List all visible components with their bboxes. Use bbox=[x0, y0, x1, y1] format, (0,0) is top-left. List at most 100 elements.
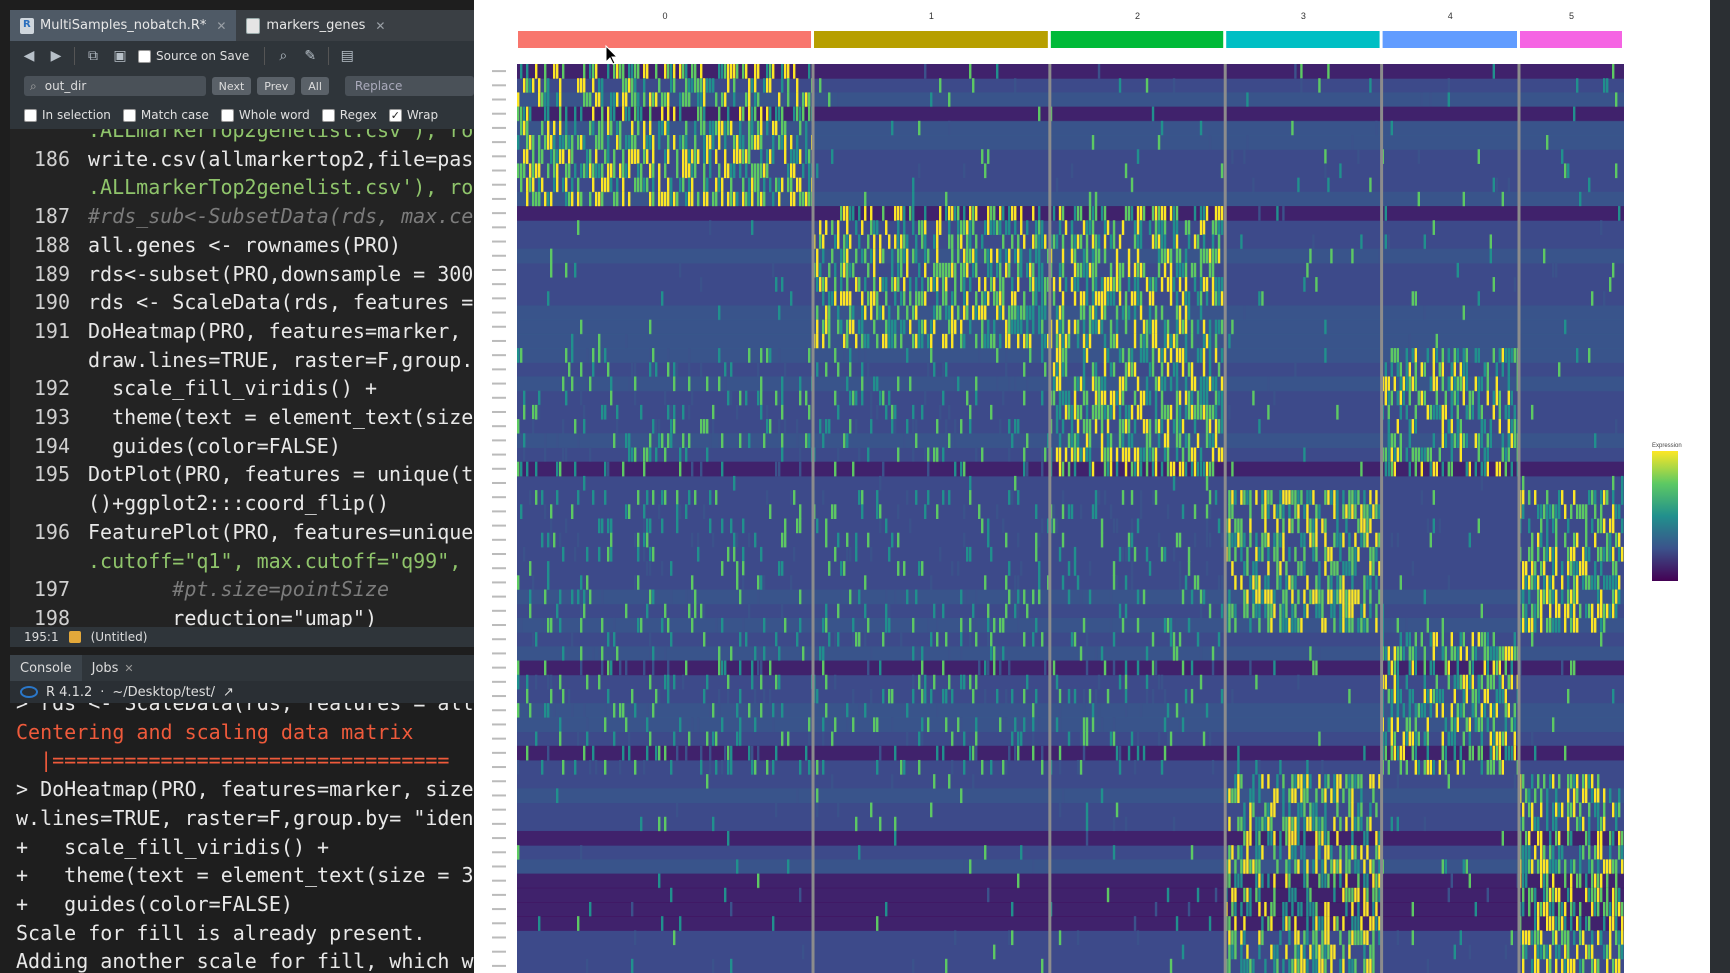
heatmap-cell bbox=[1605, 546, 1609, 562]
code-line[interactable]: all.genes <- rownames(PRO) bbox=[88, 232, 402, 257]
checkbox[interactable] bbox=[122, 108, 136, 122]
code-line[interactable]: FeaturePlot(PRO, features=unique bbox=[88, 519, 474, 544]
code-line[interactable]: guides(color=FALSE) bbox=[88, 433, 341, 458]
heatmap-cell bbox=[1578, 191, 1582, 207]
code-line[interactable]: #pt.size=pointSize bbox=[88, 577, 390, 602]
find-next-button[interactable]: Next bbox=[211, 77, 252, 95]
checkbox[interactable] bbox=[220, 108, 234, 122]
option-match-case[interactable]: Match case bbox=[122, 108, 209, 122]
heatmap-cell bbox=[679, 64, 682, 79]
heatmap-cell bbox=[1405, 348, 1408, 363]
heatmap-cell bbox=[565, 447, 568, 463]
heatmap-cell bbox=[1375, 532, 1378, 548]
heatmap-cell bbox=[541, 490, 544, 505]
source-on-save-checkbox[interactable] bbox=[138, 49, 151, 63]
code-tools-wand-icon[interactable]: ✎ bbox=[304, 48, 317, 64]
tab-console[interactable]: Console bbox=[10, 655, 82, 681]
save-icon[interactable]: ▣ bbox=[113, 48, 127, 64]
code-line[interactable]: DotPlot(PRO, features = unique(t bbox=[88, 462, 474, 487]
code-line[interactable]: scale_fill_viridis() + bbox=[88, 376, 377, 401]
heatmap-cell bbox=[1276, 958, 1279, 973]
scope-label[interactable]: (Untitled) bbox=[90, 630, 148, 644]
heatmap-cell bbox=[697, 78, 700, 93]
heatmap-cell bbox=[1405, 617, 1408, 633]
heatmap-cell bbox=[1408, 660, 1411, 676]
checkbox-checked[interactable]: ✓ bbox=[388, 108, 402, 122]
show-in-window-icon[interactable]: ⧉ bbox=[88, 48, 98, 64]
heatmap-cell bbox=[912, 220, 915, 235]
close-icon[interactable]: ✕ bbox=[216, 18, 227, 33]
heatmap-cell bbox=[1372, 916, 1375, 931]
code-line[interactable]: reduction="umap") bbox=[88, 605, 377, 627]
find-all-button[interactable]: All bbox=[301, 77, 329, 95]
heatmap-cell bbox=[778, 461, 781, 477]
tab-multisamples[interactable]: MultiSamples_nobatch.R* ✕ bbox=[10, 10, 237, 41]
working-directory[interactable]: ~/Desktop/test/ bbox=[112, 684, 216, 700]
heatmap-cell bbox=[1342, 490, 1345, 505]
heatmap-cell bbox=[1348, 887, 1351, 903]
heatmap-cell bbox=[1076, 447, 1080, 463]
heatmap-cell bbox=[1339, 589, 1342, 605]
code-editor[interactable]: .ALLmarkerTop2genelist.csv'), ro 186 write… bbox=[10, 129, 474, 627]
heatmap-cell bbox=[703, 163, 706, 179]
find-input[interactable]: ⌕ out_dir bbox=[24, 76, 206, 96]
console-line: Scale for fill is already present. bbox=[16, 920, 426, 945]
code-line[interactable]: theme(text = element_text(size bbox=[88, 405, 474, 429]
heatmap-cell bbox=[781, 703, 784, 718]
forward-arrow-icon[interactable]: ▶ bbox=[50, 48, 62, 64]
heatmap-cell bbox=[1166, 731, 1170, 747]
heatmap-cell bbox=[1291, 774, 1294, 789]
code-line[interactable]: rds<-subset(PRO,downsample = 300 bbox=[88, 261, 474, 286]
option-whole-word[interactable]: Whole word bbox=[220, 108, 310, 122]
close-icon[interactable]: ✕ bbox=[375, 18, 386, 33]
heatmap-cell bbox=[1249, 532, 1252, 548]
heatmap-cell bbox=[1118, 404, 1122, 420]
heatmap-cell bbox=[808, 731, 811, 747]
heatmap-cell bbox=[712, 120, 715, 136]
option-regex[interactable]: Regex bbox=[321, 108, 377, 122]
heatmap-cell bbox=[924, 291, 927, 306]
checkbox[interactable] bbox=[24, 108, 37, 122]
code-line[interactable]: ()+ggplot2:::coord_flip() bbox=[88, 491, 390, 516]
checkbox[interactable] bbox=[321, 108, 335, 122]
code-line[interactable]: rds <- ScaleData(rds, features = bbox=[88, 290, 474, 315]
source-on-save-toggle[interactable]: Source on Save bbox=[138, 49, 249, 63]
close-icon[interactable]: ✕ bbox=[124, 661, 134, 675]
back-arrow-icon[interactable]: ◀ bbox=[23, 48, 35, 64]
tab-markers-genes[interactable]: markers_genes ✕ bbox=[236, 10, 395, 41]
heatmap-cell bbox=[676, 745, 679, 761]
code-line[interactable]: #rds_sub<-SubsetData(rds, max.ce bbox=[88, 204, 474, 229]
console-output[interactable]: > rds <- ScaleData(rds, features = all Ce… bbox=[10, 703, 474, 973]
heatmap-cell bbox=[921, 561, 924, 576]
heatmap-cell bbox=[559, 78, 562, 93]
heatmap-cell bbox=[1199, 646, 1203, 662]
heatmap-cell bbox=[787, 177, 790, 193]
heatmap-cell bbox=[861, 305, 864, 321]
heatmap-cell bbox=[685, 149, 688, 164]
code-line[interactable]: DoHeatmap(PRO, features=marker, bbox=[88, 318, 474, 343]
code-line[interactable]: draw.lines=TRUE, raster=F,group. bbox=[88, 347, 474, 372]
code-line[interactable]: .cutoff="q1", max.cutoff="q99", bbox=[88, 548, 462, 573]
code-line[interactable]: .ALLmarkerTop2genelist.csv'), ro bbox=[88, 175, 474, 200]
option-in-selection[interactable]: In selection bbox=[24, 108, 111, 122]
heatmap-cell bbox=[1387, 660, 1390, 676]
heatmap-cell bbox=[661, 617, 664, 633]
heatmap-cell bbox=[703, 92, 706, 108]
heatmap-cell bbox=[547, 703, 550, 718]
heatmap-cell bbox=[852, 688, 855, 704]
option-wrap[interactable]: ✓ Wrap bbox=[388, 108, 438, 122]
heatmap-cell bbox=[532, 163, 535, 179]
heatmap-cell bbox=[849, 305, 852, 321]
code-line[interactable]: write.csv(allmarkertop2,file=pas bbox=[88, 146, 474, 171]
replace-input[interactable]: Replace bbox=[344, 76, 474, 96]
heatmap-cell bbox=[1614, 419, 1618, 434]
heatmap-cell bbox=[1208, 376, 1212, 392]
search-icon[interactable]: ⌕ bbox=[279, 48, 288, 64]
find-prev-button[interactable]: Prev bbox=[257, 77, 296, 95]
heatmap-cell bbox=[969, 475, 972, 491]
heatmap-cell bbox=[1172, 816, 1176, 832]
go-to-directory-icon[interactable]: ↗ bbox=[223, 684, 234, 700]
tab-jobs[interactable]: Jobs ✕ bbox=[82, 655, 144, 681]
code-line[interactable]: .ALLmarkerTop2genelist.csv'), ro bbox=[88, 129, 474, 142]
compile-report-icon[interactable]: ▤ bbox=[340, 48, 354, 64]
